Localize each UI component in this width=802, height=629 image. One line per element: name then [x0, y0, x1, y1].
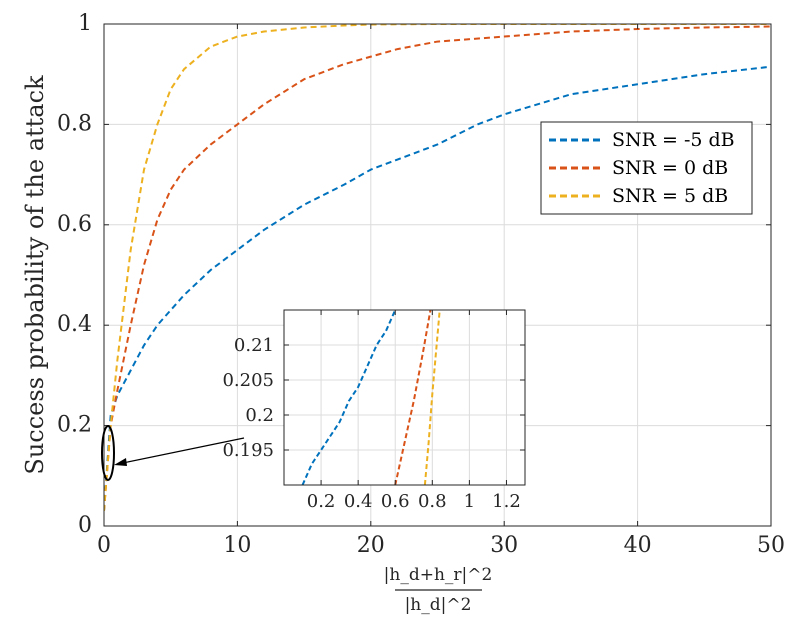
y-tick-label: 0.2: [245, 405, 274, 426]
highlight-ellipse: [101, 425, 115, 481]
series-line: [301, 310, 397, 485]
series-line: [423, 310, 441, 485]
legend-label: SNR = 0 dB: [612, 157, 728, 179]
inset-plot-frame: [283, 309, 526, 486]
inset-series-group: [301, 310, 441, 485]
legend: SNR = -5 dB SNR = 0 dB SNR = 5 dB: [540, 121, 753, 215]
series-line: [104, 24, 771, 512]
inset-grid: [284, 310, 525, 485]
y-tick-label: 0.8: [57, 111, 92, 136]
y-tick-label: 0.2: [57, 413, 92, 438]
x-axis-label: |h_d+h_r|^2 |h_d|^2: [384, 565, 493, 615]
y-tick-label: 0.6: [57, 212, 92, 237]
x-tick-label: 40: [624, 533, 652, 558]
x-tick-label: 0.4: [344, 491, 373, 512]
main-tick-labels: 0 10 20 30 40 50 0 0.2 0.4 0.6 0.8 1: [57, 11, 785, 558]
x-tick-label: 0.6: [381, 491, 410, 512]
main-series-group: [104, 24, 771, 512]
inset-tick-labels: 0.2 0.4 0.6 0.8 1 1.2 0.195 0.2 0.205 0.21: [222, 310, 525, 512]
x-axis-label-denominator: |h_d|^2: [405, 595, 472, 615]
y-tick-label: 0: [78, 513, 92, 538]
x-tick-label: 50: [757, 533, 785, 558]
x-tick-label: 10: [223, 533, 251, 558]
y-axis-label: Success probability of the attack: [21, 75, 49, 475]
y-tick-label: 0.205: [222, 370, 274, 391]
callout-arrow-line: [117, 437, 245, 465]
x-tick-label: 0: [97, 533, 111, 558]
x-tick-label: 30: [490, 533, 518, 558]
x-tick-label: 0.2: [307, 491, 336, 512]
x-axis-label-numerator: |h_d+h_r|^2: [384, 565, 493, 585]
x-tick-label: 20: [357, 533, 385, 558]
inset-plot-area: [284, 310, 525, 485]
legend-label: SNR = -5 dB: [612, 129, 735, 151]
x-tick-label: 1.2: [492, 491, 521, 512]
series-line: [104, 25, 771, 512]
y-tick-label: 0.195: [222, 440, 274, 461]
callout-arrowhead: [114, 458, 127, 466]
y-tick-label: 0.21: [234, 335, 274, 356]
legend-label: SNR = 5 dB: [612, 185, 728, 207]
main-plot-frame: [103, 23, 772, 527]
series-line: [394, 310, 432, 485]
x-tick-label: 0.8: [418, 491, 447, 512]
x-tick-label: 1: [464, 491, 475, 512]
y-tick-label: 0.4: [57, 312, 92, 337]
series-line: [104, 65, 771, 512]
y-tick-label: 1: [78, 11, 92, 36]
